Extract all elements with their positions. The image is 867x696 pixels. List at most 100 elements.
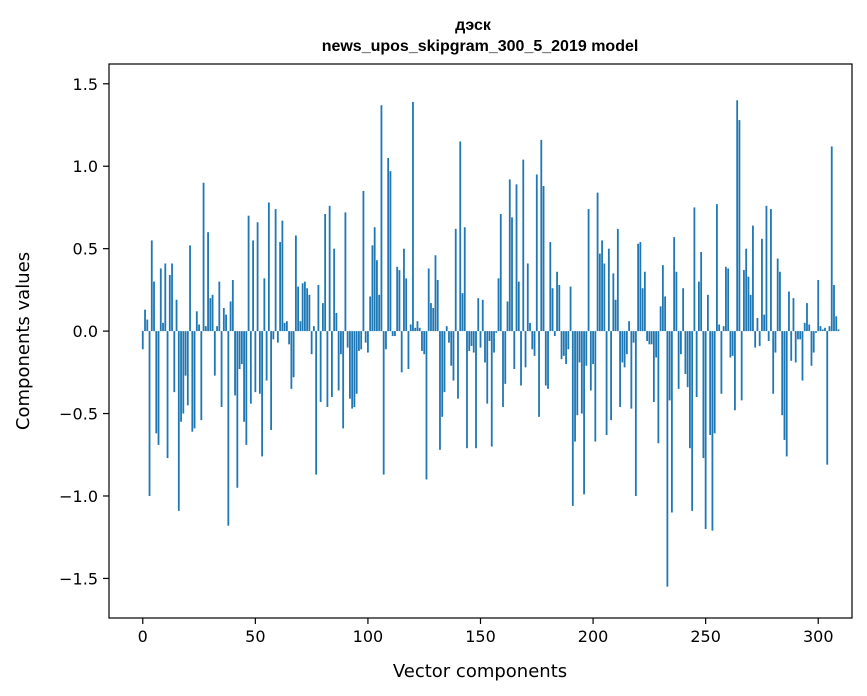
bar: [571, 331, 574, 506]
bar: [258, 331, 261, 394]
bar: [315, 331, 318, 475]
bar: [477, 298, 480, 332]
bar: [682, 288, 685, 332]
bar: [373, 227, 376, 332]
bar: [189, 245, 191, 332]
bar: [234, 331, 236, 396]
bar: [538, 331, 540, 417]
bar: [684, 331, 687, 374]
bar: [267, 202, 270, 332]
bar: [299, 321, 302, 332]
bar: [351, 331, 354, 409]
bar: [490, 331, 493, 447]
bar: [562, 331, 565, 356]
bar: [389, 171, 392, 332]
bar: [198, 324, 200, 332]
bar: [479, 331, 482, 348]
bar: [256, 222, 259, 332]
bar: [200, 331, 203, 421]
bar: [319, 331, 322, 403]
bar: [835, 316, 838, 332]
bar: [576, 331, 579, 416]
bar: [364, 331, 367, 343]
bar: [713, 331, 716, 434]
bar: [423, 331, 426, 355]
bar: [407, 331, 410, 370]
x-tick-label: 200: [578, 627, 609, 646]
bar: [695, 331, 698, 398]
bar: [418, 327, 421, 332]
bar: [493, 331, 495, 353]
bar: [540, 139, 543, 332]
bar: [153, 281, 155, 332]
bar: [184, 331, 187, 376]
bar: [355, 331, 358, 394]
bar: [598, 253, 601, 332]
bar: [249, 331, 252, 404]
bar: [776, 258, 779, 332]
bar: [171, 263, 173, 332]
bar: [738, 120, 741, 332]
bar: [261, 331, 263, 457]
bar: [367, 331, 369, 353]
bar: [567, 331, 570, 350]
bar: [193, 331, 196, 429]
bar: [443, 331, 446, 393]
bar: [468, 331, 471, 351]
bar: [767, 331, 770, 341]
bar: [495, 331, 498, 333]
bar: [409, 324, 412, 332]
bar: [412, 101, 414, 332]
bar: [623, 331, 626, 368]
bar: [391, 331, 394, 337]
bars-group: [141, 100, 840, 587]
bar: [265, 331, 268, 381]
bar: [643, 271, 646, 332]
bar: [677, 331, 680, 389]
bar: [526, 263, 529, 332]
bar: [191, 331, 194, 432]
y-tick-label: 1.5: [73, 75, 98, 94]
bar: [398, 270, 401, 332]
bar: [650, 331, 653, 345]
x-tick-label: 0: [138, 627, 148, 646]
x-axis-label: Vector components: [393, 661, 567, 682]
bar: [668, 331, 671, 401]
y-tick-label: 1.0: [73, 157, 98, 176]
bar: [722, 326, 725, 332]
bar: [558, 284, 561, 332]
x-axis-ticks: 0 50 100 150 200 250 300: [138, 618, 834, 646]
bar: [529, 322, 531, 332]
bar: [463, 227, 466, 332]
bar: [837, 329, 840, 332]
bar: [301, 283, 304, 332]
bar: [254, 331, 257, 393]
bar: [380, 105, 383, 332]
bar: [331, 331, 333, 398]
bar: [405, 278, 408, 332]
bar: [783, 331, 786, 440]
x-tick-label: 150: [465, 627, 496, 646]
bar: [403, 248, 405, 332]
bar: [756, 317, 759, 332]
bar: [157, 331, 160, 445]
bar: [247, 215, 250, 332]
bar: [720, 331, 723, 394]
bar: [725, 266, 727, 332]
bar: [824, 327, 826, 332]
bar: [272, 331, 275, 340]
bar: [808, 324, 811, 332]
bar: [549, 242, 552, 332]
bar: [481, 299, 484, 332]
bar: [607, 248, 610, 332]
bar: [621, 331, 624, 363]
bar: [799, 331, 802, 340]
bar: [344, 212, 347, 332]
bar: [454, 228, 457, 332]
bar: [522, 159, 525, 332]
bar: [164, 263, 167, 332]
bar: [641, 288, 644, 332]
bar: [279, 242, 282, 332]
bar: [499, 214, 502, 332]
bar: [508, 179, 511, 332]
